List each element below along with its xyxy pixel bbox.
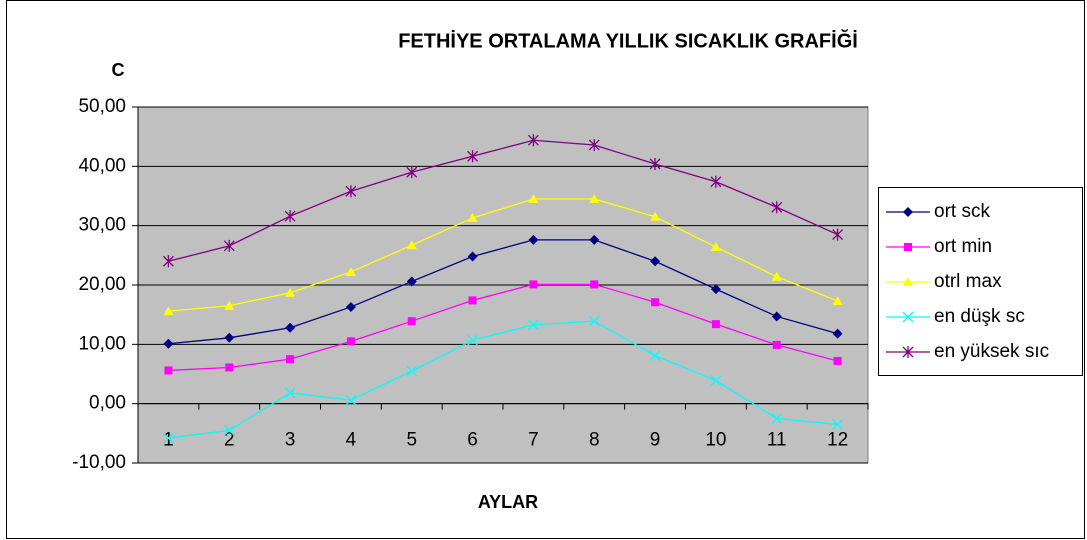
marker [902, 346, 914, 358]
marker [223, 239, 235, 252]
marker [345, 394, 357, 406]
marker [345, 185, 357, 198]
marker [285, 322, 296, 333]
marker [285, 287, 296, 297]
legend-box [878, 187, 1083, 376]
marker [528, 193, 539, 203]
x-tick-label: 9 [650, 430, 661, 451]
y-tick-label: 40,00 [78, 155, 126, 176]
marker [225, 363, 234, 372]
marker [710, 375, 722, 386]
y-tick-label: 50,00 [78, 96, 126, 117]
marker [468, 296, 477, 305]
marker [832, 296, 843, 306]
marker [650, 256, 661, 267]
series-line [168, 320, 838, 439]
y-tick-label: 0,00 [89, 393, 126, 414]
x-tick-label: 2 [224, 430, 235, 451]
marker [771, 271, 782, 281]
x-tick-label: 1 [163, 430, 174, 451]
marker [588, 138, 600, 151]
marker [527, 134, 539, 147]
y-tick-label: 10,00 [78, 333, 126, 354]
marker [711, 320, 720, 329]
marker [903, 207, 913, 217]
legend-label: en yüksek sıc [934, 341, 1049, 362]
marker [467, 150, 479, 163]
marker [710, 284, 721, 295]
marker [164, 366, 173, 375]
series-line [168, 239, 838, 345]
y-axis-label: C [112, 60, 125, 80]
marker [406, 276, 417, 287]
marker [284, 387, 296, 399]
marker [649, 157, 661, 170]
marker [904, 243, 912, 251]
marker [284, 210, 296, 223]
legend-label: en düşk sc [934, 306, 1025, 327]
marker [771, 201, 783, 214]
x-tick-label: 6 [467, 430, 478, 451]
marker [772, 340, 781, 349]
marker [527, 319, 539, 331]
marker [651, 298, 660, 307]
x-tick-label: 5 [406, 430, 417, 451]
marker [162, 255, 174, 268]
x-tick-label: 11 [767, 430, 787, 451]
marker [710, 175, 722, 188]
marker [590, 280, 599, 289]
marker [903, 277, 913, 286]
marker [771, 413, 783, 424]
x-axis-label: AYLAR [478, 492, 538, 512]
chart-title: FETHİYE ORTALAMA YILLIK SICAKLIK GRAFİĞİ [398, 28, 858, 52]
marker [833, 356, 842, 365]
series-line [168, 198, 838, 312]
marker [406, 166, 418, 179]
marker [162, 432, 174, 444]
marker [406, 365, 418, 377]
marker [467, 334, 479, 346]
marker [345, 301, 356, 312]
marker [345, 266, 356, 276]
marker [588, 315, 600, 327]
series-line [168, 139, 838, 262]
marker [224, 332, 235, 343]
y-tick-label: 20,00 [78, 274, 126, 295]
marker [650, 211, 661, 221]
legend-label: otrl max [934, 271, 1002, 292]
x-tick-label: 7 [528, 430, 539, 451]
x-tick-label: 3 [285, 430, 296, 451]
marker [163, 306, 174, 316]
y-tick-label: 30,00 [78, 215, 126, 236]
marker [528, 234, 539, 245]
x-tick-label: 8 [589, 430, 600, 451]
marker [407, 317, 416, 326]
marker [771, 311, 782, 322]
y-tick-label: -10,00 [72, 452, 126, 473]
marker [406, 240, 417, 250]
x-tick-label: 12 [827, 430, 848, 451]
marker [467, 251, 478, 262]
marker [589, 234, 600, 245]
legend-label: ort sck [934, 201, 990, 222]
marker [832, 418, 844, 430]
series-line [168, 283, 838, 372]
x-tick-label: 10 [705, 430, 726, 451]
marker [529, 280, 538, 289]
marker [832, 328, 843, 339]
marker [223, 424, 235, 436]
marker [710, 242, 721, 252]
marker [902, 311, 914, 323]
marker [589, 193, 600, 203]
marker [224, 300, 235, 310]
marker [286, 355, 295, 364]
marker [832, 228, 844, 241]
marker [163, 338, 174, 349]
x-tick-label: 4 [346, 430, 357, 451]
legend-label: ort min [934, 236, 992, 257]
marker [649, 350, 661, 362]
marker [467, 212, 478, 222]
marker [346, 337, 355, 346]
